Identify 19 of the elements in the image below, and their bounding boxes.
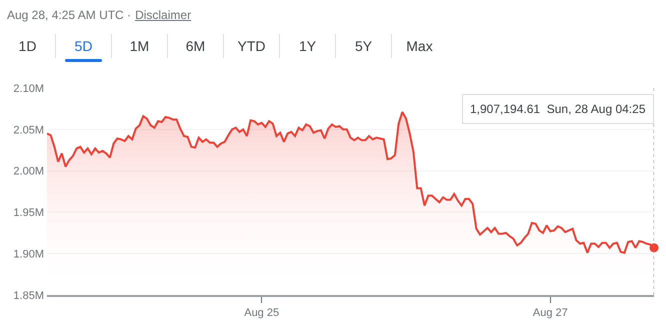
text: 6M [168,34,224,58]
text: 5Y [336,34,392,58]
x-tick-label: Aug 25 [244,307,280,320]
y-tick-label: 1.85M [13,290,44,302]
text: Max [405,37,434,56]
text: 1Y [280,34,336,58]
text: 1M [112,34,168,58]
y-tick-label: 1.95M [13,207,44,220]
y-tick-label: 2.05M [13,124,44,136]
annotation: 1,907,194.61 Sun, 28 Aug 04:25 [470,102,646,116]
y-tick-label: 1.90M [13,248,44,260]
text: 5D [56,34,112,58]
text: 1D [0,34,56,58]
text: Disclaimer [135,8,192,22]
y-tick-label: 2.00M [13,166,44,178]
text: Aug 28, 4:25 AM UTC · [7,8,132,22]
y-tick-label: 2.10M [13,82,44,95]
x-tick-label: Aug 27 [532,307,568,320]
text: YTD [224,34,280,58]
